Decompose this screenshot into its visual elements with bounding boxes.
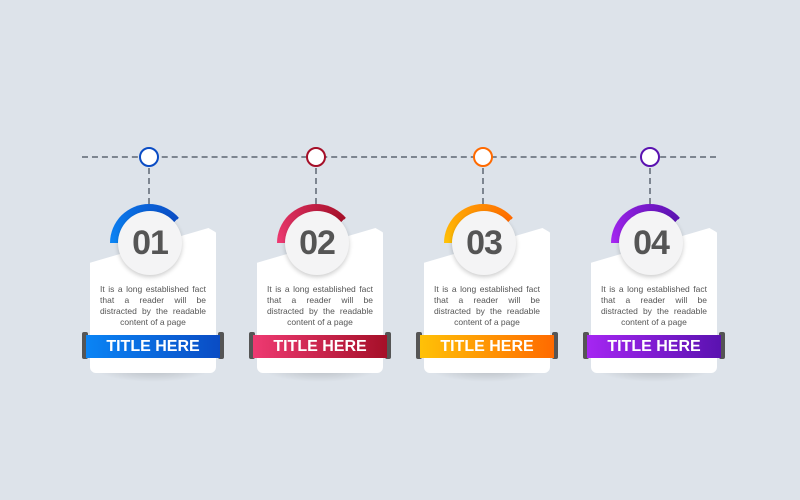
ribbon-tab-right — [552, 332, 558, 359]
step-2: 02 It is a long established fact that a … — [249, 0, 391, 500]
ribbon-tab-left — [583, 332, 589, 359]
timeline-dot — [306, 147, 326, 167]
step-number: 03 — [452, 211, 516, 275]
connector-line — [148, 168, 150, 204]
step-number: 02 — [285, 211, 349, 275]
step-title: TITLE HERE — [253, 335, 387, 358]
timeline-dot — [473, 147, 493, 167]
step-number: 04 — [619, 211, 683, 275]
connector-line — [315, 168, 317, 204]
ribbon-tab-right — [218, 332, 224, 359]
step-4: 04 It is a long established fact that a … — [583, 0, 725, 500]
ribbon-tab-right — [719, 332, 725, 359]
step-description: It is a long established fact that a rea… — [601, 284, 707, 327]
step-number: 01 — [118, 211, 182, 275]
step-1: 01 It is a long established fact that a … — [82, 0, 224, 500]
ribbon-tab-left — [82, 332, 88, 359]
step-description: It is a long established fact that a rea… — [100, 284, 206, 327]
ribbon-tab-left — [416, 332, 422, 359]
step-title: TITLE HERE — [587, 335, 721, 358]
connector-line — [482, 168, 484, 204]
ribbon-tab-right — [385, 332, 391, 359]
step-description: It is a long established fact that a rea… — [434, 284, 540, 327]
connector-line — [649, 168, 651, 204]
timeline-line — [82, 156, 716, 158]
timeline-dot — [139, 147, 159, 167]
step-description: It is a long established fact that a rea… — [267, 284, 373, 327]
step-title: TITLE HERE — [420, 335, 554, 358]
step-3: 03 It is a long established fact that a … — [416, 0, 558, 500]
ribbon-tab-left — [249, 332, 255, 359]
step-title: TITLE HERE — [86, 335, 220, 358]
timeline-dot — [640, 147, 660, 167]
